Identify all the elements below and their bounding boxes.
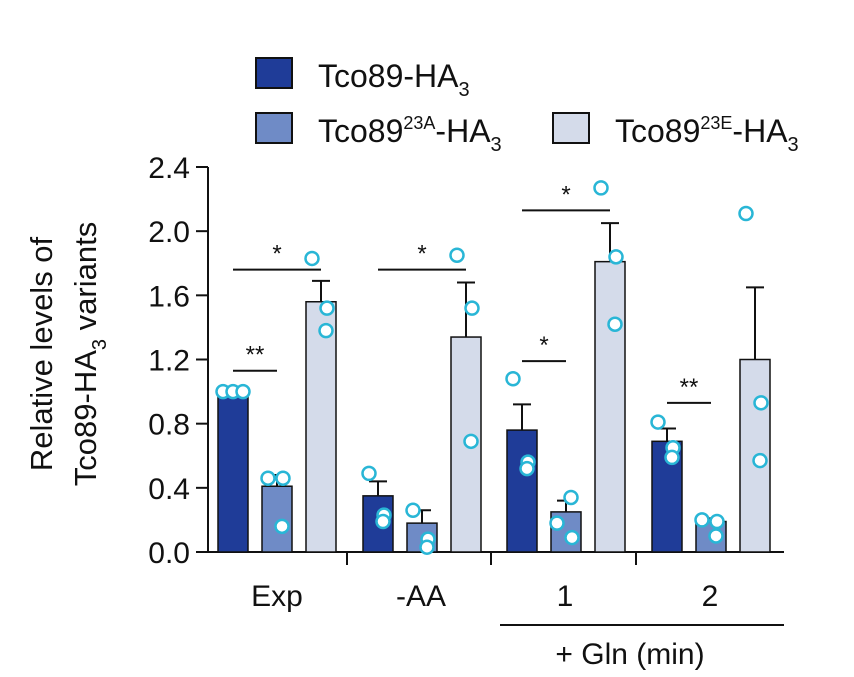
data-point <box>753 395 769 411</box>
significance-label: * <box>272 241 281 268</box>
significance-label: ** <box>246 342 265 369</box>
data-point <box>505 371 521 387</box>
data-point <box>752 452 768 469</box>
data-point <box>593 180 609 196</box>
gln-group-axis: + Gln (min) <box>500 624 784 671</box>
y-tick-label: 2.4 <box>148 152 190 185</box>
x-category-label: -AA <box>396 580 446 613</box>
data-points <box>215 180 769 555</box>
data-point <box>463 433 479 450</box>
data-point <box>361 465 377 482</box>
significance-annotations: *** ***** <box>233 181 711 404</box>
y-tick-label: 0.8 <box>148 409 190 442</box>
x-category-label: Exp <box>251 580 303 613</box>
data-point <box>694 512 710 528</box>
legend-item-series-2: Tco8923A-HA3 <box>255 112 502 156</box>
legend-label-series-3: Tco8923E-HA3 <box>615 113 799 156</box>
data-point <box>519 460 535 477</box>
data-point <box>318 322 334 339</box>
data-point <box>563 489 579 506</box>
data-point <box>608 249 624 265</box>
legend-label-series-2: Tco8923A-HA3 <box>318 113 502 156</box>
data-point <box>375 513 391 530</box>
data-point <box>650 414 666 430</box>
y-axis-title-line-1: Relative levels of <box>24 236 59 471</box>
data-point <box>708 528 724 544</box>
data-point <box>260 470 276 486</box>
data-point <box>419 539 435 555</box>
x-axis: Exp -AA 1 2 <box>208 551 784 613</box>
bar <box>506 429 538 553</box>
bar <box>305 301 337 553</box>
bars <box>217 260 771 553</box>
significance-label: * <box>417 241 426 268</box>
y-axis-title: Relative levels of Tco89-HA3 variants <box>24 222 111 486</box>
data-point <box>738 205 754 222</box>
legend-label-series-1: Tco89-HA3 <box>318 58 470 101</box>
data-point <box>319 300 335 316</box>
data-point <box>304 250 320 267</box>
legend-item-series-3: Tco8923E-HA3 <box>552 112 799 156</box>
legend-item-series-1: Tco89-HA3 <box>255 57 470 101</box>
y-tick-label: 1.6 <box>148 280 190 313</box>
y-tick-label: 0.4 <box>148 473 190 506</box>
y-tick-label: 1.2 <box>148 345 190 378</box>
data-point <box>449 247 465 263</box>
x-category-label: 2 <box>702 580 719 613</box>
data-point <box>274 518 290 535</box>
bar <box>594 260 626 553</box>
significance-label: * <box>561 181 570 208</box>
bar <box>217 390 249 553</box>
data-point <box>564 529 580 546</box>
data-point <box>549 515 565 531</box>
data-point <box>709 513 725 530</box>
data-point <box>275 470 291 486</box>
y-tick-label: 2.0 <box>148 216 190 249</box>
data-point <box>405 502 421 519</box>
legend-swatch-series-1 <box>255 57 293 89</box>
legend-swatch-series-2 <box>255 112 293 144</box>
significance-label: * <box>539 332 548 359</box>
legend: Tco89-HA3 Tco8923A-HA3 Tco8923E-HA3 <box>255 57 799 156</box>
x-category-label: 1 <box>557 580 574 613</box>
data-point <box>607 316 623 332</box>
legend-swatch-series-3 <box>552 112 590 144</box>
bar <box>261 485 293 553</box>
y-axis-title-line-2: Tco89-HA3 variants <box>68 222 111 486</box>
data-point <box>464 300 480 316</box>
y-tick-label: 0.0 <box>148 537 190 570</box>
data-point <box>664 449 680 466</box>
gln-group-label: + Gln (min) <box>555 638 704 671</box>
significance-label: ** <box>680 374 699 401</box>
y-axis: 0.0 0.4 0.8 1.2 1.6 2.0 2.4 <box>148 152 209 570</box>
data-point <box>235 383 251 400</box>
